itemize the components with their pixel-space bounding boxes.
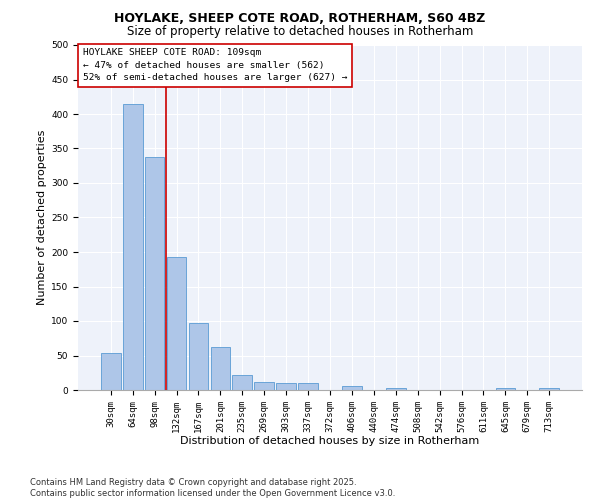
Bar — [123, 104, 143, 390]
Text: HOYLAKE SHEEP COTE ROAD: 109sqm
← 47% of detached houses are smaller (562)
52% o: HOYLAKE SHEEP COTE ROAD: 109sqm ← 47% of… — [83, 48, 347, 82]
Bar — [496, 388, 515, 390]
Bar — [276, 383, 296, 390]
Text: Contains HM Land Registry data © Crown copyright and database right 2025.
Contai: Contains HM Land Registry data © Crown c… — [30, 478, 395, 498]
Y-axis label: Number of detached properties: Number of detached properties — [37, 130, 47, 305]
X-axis label: Distribution of detached houses by size in Rotherham: Distribution of detached houses by size … — [181, 436, 479, 446]
Bar — [188, 323, 208, 390]
Bar — [232, 375, 252, 390]
Bar — [298, 383, 318, 390]
Text: HOYLAKE, SHEEP COTE ROAD, ROTHERHAM, S60 4BZ: HOYLAKE, SHEEP COTE ROAD, ROTHERHAM, S60… — [115, 12, 485, 26]
Bar — [211, 346, 230, 390]
Text: Size of property relative to detached houses in Rotherham: Size of property relative to detached ho… — [127, 25, 473, 38]
Bar — [539, 388, 559, 390]
Bar — [167, 257, 187, 390]
Bar — [101, 354, 121, 390]
Bar — [145, 157, 164, 390]
Bar — [254, 382, 274, 390]
Bar — [386, 388, 406, 390]
Bar — [342, 386, 362, 390]
